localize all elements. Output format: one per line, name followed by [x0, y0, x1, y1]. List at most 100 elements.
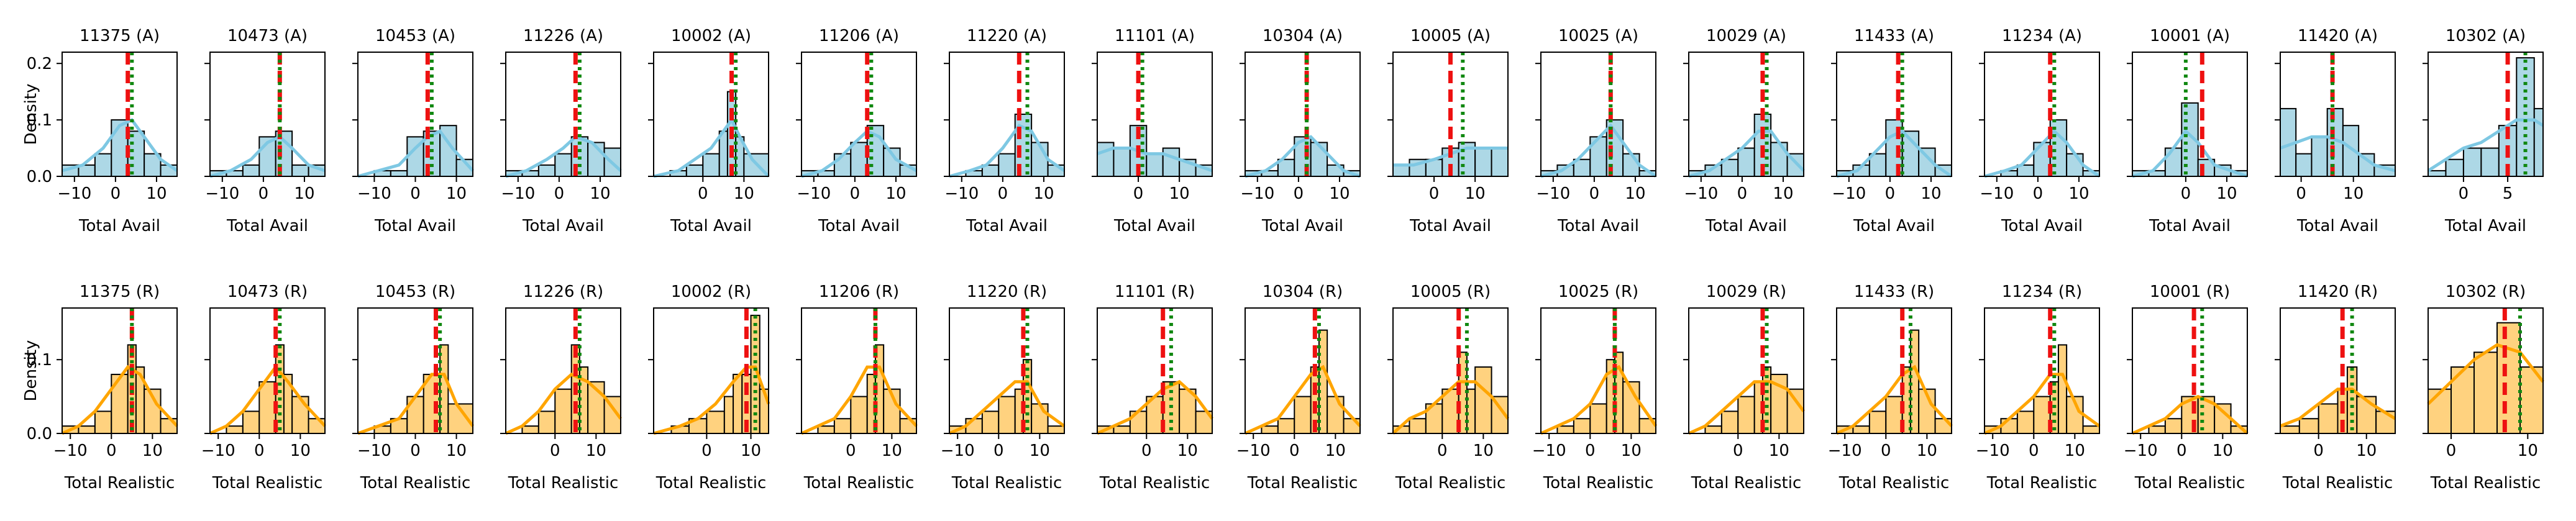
x-tick-label: −10 — [1684, 184, 1718, 203]
x-axis-label: Total Realistic — [1838, 474, 1950, 492]
x-axis-label: Total Realistic — [64, 474, 175, 492]
histogram-bar — [1934, 418, 1953, 434]
histogram-bar — [1770, 142, 1788, 177]
panel-r-2: −10 0 10 10453 (R) Total Realistic — [352, 283, 475, 492]
histogram-bar — [733, 373, 743, 434]
x-axis-label: Total Avail — [1557, 217, 1639, 235]
panel-r-6: −10 0 10 11220 (R) Total Realistic — [941, 283, 1066, 492]
x-axis-label: Total Realistic — [1395, 474, 1506, 492]
axes-frame — [653, 52, 769, 177]
x-axis-label: Total Avail — [1705, 217, 1787, 235]
x-tick-label: 0 — [2446, 442, 2457, 460]
axes-frame — [2280, 307, 2396, 434]
x-tick-label: 10 — [1769, 442, 1789, 460]
x-axis-label: Total Realistic — [1247, 474, 1358, 492]
kde-curve — [2280, 387, 2396, 428]
x-tick-label: −10 — [1536, 184, 1570, 203]
histogram-bar — [2298, 418, 2319, 434]
histogram-bar — [2082, 425, 2101, 435]
x-axis-label: Total Realistic — [803, 474, 915, 492]
histogram-bar — [291, 164, 309, 177]
kde-curve — [357, 129, 474, 178]
x-tick-label: 10 — [1033, 184, 1054, 203]
histogram-bar — [723, 396, 734, 435]
histogram-bar — [2533, 107, 2544, 177]
axes-frame — [653, 307, 769, 434]
x-axis-label: Total Avail — [78, 217, 160, 235]
histogram-bar — [2033, 396, 2051, 435]
axes-frame — [801, 307, 917, 434]
histogram-bar — [2057, 344, 2068, 434]
histogram-bar — [817, 425, 835, 435]
x-tick-label: 0 — [846, 442, 856, 460]
histogram-bar — [291, 396, 309, 435]
histogram-bar — [965, 418, 983, 434]
x-tick-label: −10 — [201, 442, 235, 460]
histogram-bar — [1720, 158, 1739, 177]
x-tick-label: 10 — [586, 442, 606, 460]
panel-r-0: −10 0 10 0.0 0.1 11375 (R) Total Realistic Dens… — [22, 283, 178, 492]
x-tick-label: 0 — [1429, 184, 1440, 203]
axes-frame — [2280, 52, 2396, 177]
axes-frame — [1097, 52, 1213, 177]
histogram-bar — [2066, 153, 2084, 178]
panel-r-12: −10 0 10 11433 (R) Total Realistic — [1828, 283, 1953, 492]
x-tick-label: 10 — [2065, 442, 2085, 460]
x-tick-label: −10 — [1532, 442, 1566, 460]
axes-frame — [505, 307, 621, 434]
histogram-bar — [1720, 410, 1739, 435]
y-tick-label: 0.0 — [27, 425, 52, 443]
panel-r-14: −10 0 10 10001 (R) Total Realistic — [2124, 283, 2249, 492]
x-tick-label: 10 — [741, 442, 761, 460]
histogram-bar — [226, 425, 244, 435]
kde-curve — [1096, 379, 1214, 435]
x-tick-label: 10 — [1177, 442, 1198, 460]
kde-curve — [505, 135, 622, 178]
panel-title: 11234 (A) — [2002, 27, 2082, 45]
x-tick-label: 0 — [1737, 184, 1748, 203]
histogram-bar — [1031, 403, 1049, 434]
x-tick-label: 0 — [410, 184, 421, 203]
x-tick-label: 0 — [1294, 184, 1304, 203]
kde-curve — [1688, 380, 1806, 435]
x-tick-label: 0 — [2176, 442, 2187, 460]
x-tick-label: 10 — [1621, 442, 1642, 460]
x-tick-label: 0 — [2296, 184, 2306, 203]
panel-title: 11420 (A) — [2298, 27, 2378, 45]
histogram-bar — [2445, 158, 2464, 177]
panel-r-11: 0 10 10029 (R) Total Realistic — [1683, 283, 1806, 492]
x-tick-label: 10 — [2213, 442, 2233, 460]
x-tick-label: 0 — [1733, 442, 1743, 460]
panel-title: 10029 (A) — [1706, 27, 1786, 45]
axes-frame — [209, 307, 326, 434]
x-tick-label: −10 — [1976, 442, 2010, 460]
panel-title: 11226 (R) — [523, 283, 603, 301]
histogram-bar — [554, 388, 572, 434]
x-axis-label: Total Realistic — [1691, 474, 1802, 492]
histogram-bar — [1327, 396, 1345, 435]
kde-curve — [800, 365, 918, 435]
panel-title: 10025 (R) — [1558, 283, 1638, 301]
x-axis-label: Total Realistic — [655, 474, 767, 492]
histogram-bar — [2295, 153, 2313, 178]
x-axis-label: Total Avail — [2444, 217, 2526, 235]
histogram-bar — [685, 164, 704, 177]
kde-curve — [2132, 129, 2248, 178]
x-tick-label: 10 — [2518, 442, 2538, 460]
histogram-bar — [258, 381, 276, 435]
axes-frame — [949, 307, 1065, 434]
histogram-bar — [998, 396, 1016, 435]
x-tick-label: 0 — [993, 442, 1004, 460]
x-axis-label: Total Realistic — [212, 474, 323, 492]
panel-a-6: −10 0 10 11220 (A) Total Avail — [944, 27, 1066, 235]
histogram-bar — [94, 410, 112, 435]
panel-r-13: −10 0 10 11234 (R) Total Realistic — [1976, 283, 2101, 492]
x-tick-label: 0 — [1885, 184, 1896, 203]
panel-a-15: 0 10 11420 (A) Total Avail — [2275, 27, 2396, 235]
x-tick-label: 10 — [734, 184, 754, 203]
histogram-bar — [1294, 396, 1312, 435]
panel-r-3: 0 10 11226 (R) Total Realistic — [500, 283, 623, 492]
kde-curve — [2280, 135, 2396, 173]
histogram-bar — [2148, 425, 2166, 435]
